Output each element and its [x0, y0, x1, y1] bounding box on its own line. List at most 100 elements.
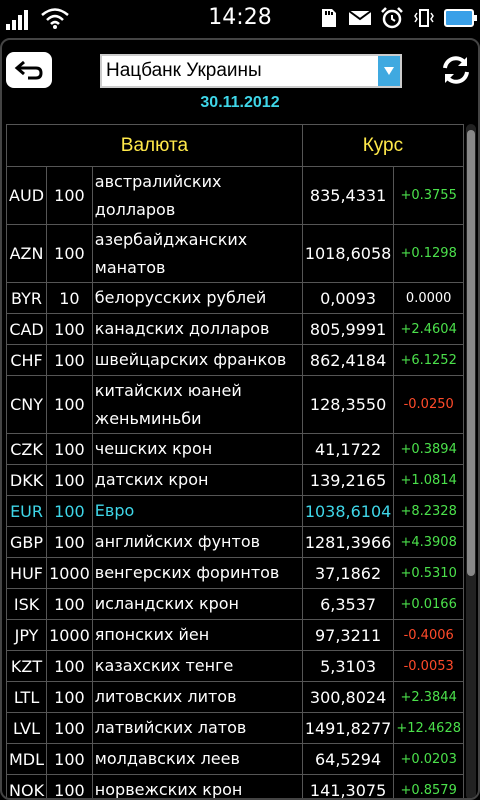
currency-name: азербайджанских манатов — [91, 224, 303, 283]
currency-name: английских фунтов — [91, 526, 303, 558]
table-row[interactable]: ISK 100 исландских крон 6,3537 +0.0166 — [6, 588, 464, 620]
table-row[interactable]: BYR 10 белорусских рублей 0,0093 0.0000 — [6, 282, 464, 314]
scrollbar-thumb[interactable] — [467, 130, 475, 576]
currency-code: MDL — [6, 743, 48, 775]
scrollbar[interactable] — [466, 124, 476, 798]
currency-code: KZT — [6, 650, 48, 682]
app-window: Нацбанк Украины 30.11.2012 Валюта Курс — [0, 38, 480, 800]
rates-date: 30.11.2012 — [200, 94, 280, 111]
table-row[interactable]: MDL 100 молдавских леев 64,5294 +0.0203 — [6, 743, 464, 775]
currency-name: молдавских леев — [91, 743, 303, 775]
exchange-rate: 6,3537 — [301, 588, 395, 620]
table-row[interactable]: GBP 100 английских фунтов 1281,3966 +4.3908 — [6, 526, 464, 558]
currency-code: LVL — [6, 712, 48, 744]
currency-unit: 100 — [46, 433, 93, 465]
table-row[interactable]: CHF 100 швейцарских франков 862,4184 +6.1252 — [6, 344, 464, 376]
exchange-rate: 128,3550 — [301, 375, 395, 434]
sd-card-icon — [322, 9, 336, 27]
currency-code: GBP — [6, 526, 48, 558]
table-row[interactable]: CZK 100 чешских крон 41,1722 +0.3894 — [6, 433, 464, 465]
currency-code: CHF — [6, 344, 48, 376]
source-select-value: Нацбанк Украины — [106, 60, 262, 81]
currency-code: CNY — [6, 375, 48, 434]
table-row[interactable]: AZN 100 азербайджанских манатов 1018,6058 +0… — [6, 224, 464, 283]
table-row[interactable]: KZT 100 казахских тенге 5,3103 -0.0053 — [6, 650, 464, 682]
rate-change: +12.4628 — [393, 712, 464, 744]
rate-change: +2.4604 — [393, 313, 464, 345]
currency-name: венгерских форинтов — [91, 557, 303, 589]
currency-code: LTL — [6, 681, 48, 713]
exchange-rate: 1018,6058 — [301, 224, 395, 283]
table-row[interactable]: EUR 100 Евро 1038,6104 +8.2328 — [6, 495, 464, 527]
exchange-rate: 139,2165 — [301, 464, 395, 496]
exchange-rate: 1281,3966 — [301, 526, 395, 558]
rates-table-container[interactable]: Валюта Курс AUD 100 австралийских долларов… — [6, 124, 464, 798]
currency-code: BYR — [6, 282, 48, 314]
table-row[interactable]: CNY 100 китайских юаней женьминьби 128,3550… — [6, 375, 464, 434]
rate-change: -0.0250 — [393, 375, 464, 434]
table-row[interactable]: LVL 100 латвийских латов 1491,8277 +12.4628 — [6, 712, 464, 744]
table-row[interactable]: AUD 100 австралийских долларов 835,4331 +0.3… — [6, 166, 464, 225]
exchange-rate: 835,4331 — [301, 166, 395, 225]
rate-change: +4.3908 — [393, 526, 464, 558]
rate-change: +6.1252 — [393, 344, 464, 376]
rates-table: Валюта Курс AUD 100 австралийских долларов… — [6, 124, 464, 798]
currency-code: CAD — [6, 313, 48, 345]
currency-unit: 100 — [46, 712, 93, 744]
back-button[interactable] — [6, 52, 52, 88]
exchange-rate: 0,0093 — [301, 282, 395, 314]
rate-change: +8.2328 — [393, 495, 464, 527]
currency-name: чешских крон — [91, 433, 303, 465]
exchange-rate: 862,4184 — [301, 344, 395, 376]
column-header-rate[interactable]: Курс — [301, 124, 464, 167]
column-header-currency[interactable]: Валюта — [6, 124, 303, 167]
currency-name: литовских литов — [91, 681, 303, 713]
clock: 14:28 — [208, 5, 272, 30]
back-arrow-icon — [14, 60, 43, 80]
currency-unit: 10 — [46, 282, 93, 314]
currency-code: NOK — [6, 774, 48, 798]
currency-code: ISK — [6, 588, 48, 620]
alarm-icon — [381, 7, 403, 29]
vibrate-icon — [414, 9, 434, 27]
exchange-rate: 141,3075 — [301, 774, 395, 798]
currency-name: австралийских долларов — [91, 166, 303, 225]
currency-unit: 100 — [46, 495, 93, 527]
currency-code: DKK — [6, 464, 48, 496]
currency-name: исландских крон — [91, 588, 303, 620]
currency-code: AUD — [6, 166, 48, 225]
table-row[interactable]: DKK 100 датских крон 139,2165 +1.0814 — [6, 464, 464, 496]
toolbar: Нацбанк Украины 30.11.2012 — [2, 40, 478, 122]
currency-name: китайских юаней женьминьби — [91, 375, 303, 434]
currency-code: AZN — [6, 224, 48, 283]
currency-code: CZK — [6, 433, 48, 465]
signal-icon — [6, 8, 30, 30]
currency-unit: 1000 — [46, 619, 93, 651]
currency-name: норвежских крон — [91, 774, 303, 798]
exchange-rate: 37,1862 — [301, 557, 395, 589]
rate-change: +0.8579 — [393, 774, 464, 798]
exchange-rate: 5,3103 — [301, 650, 395, 682]
refresh-icon — [443, 56, 469, 84]
table-row[interactable]: HUF 1000 венгерских форинтов 37,1862 +0.5310 — [6, 557, 464, 589]
currency-name: японских йен — [91, 619, 303, 651]
source-select[interactable]: Нацбанк Украины — [100, 54, 402, 88]
rate-change: -0.4006 — [393, 619, 464, 651]
table-row[interactable]: LTL 100 литовских литов 300,8024 +2.3844 — [6, 681, 464, 713]
rate-change: +0.5310 — [393, 557, 464, 589]
rate-change: -0.0053 — [393, 650, 464, 682]
currency-code: EUR — [6, 495, 48, 527]
table-row[interactable]: CAD 100 канадских долларов 805,9991 +2.4604 — [6, 313, 464, 345]
mail-icon — [348, 10, 372, 25]
currency-unit: 100 — [46, 313, 93, 345]
chevron-down-icon[interactable] — [378, 56, 400, 86]
table-row[interactable]: JPY 1000 японских йен 97,3211 -0.4006 — [6, 619, 464, 651]
currency-unit: 100 — [46, 650, 93, 682]
rate-change: 0.0000 — [393, 282, 464, 314]
table-row[interactable]: NOK 100 норвежских крон 141,3075 +0.8579 — [6, 774, 464, 798]
rate-change: +0.1298 — [393, 224, 464, 283]
refresh-button[interactable] — [436, 52, 476, 88]
currency-unit: 100 — [46, 681, 93, 713]
currency-code: HUF — [6, 557, 48, 589]
currency-unit: 100 — [46, 344, 93, 376]
